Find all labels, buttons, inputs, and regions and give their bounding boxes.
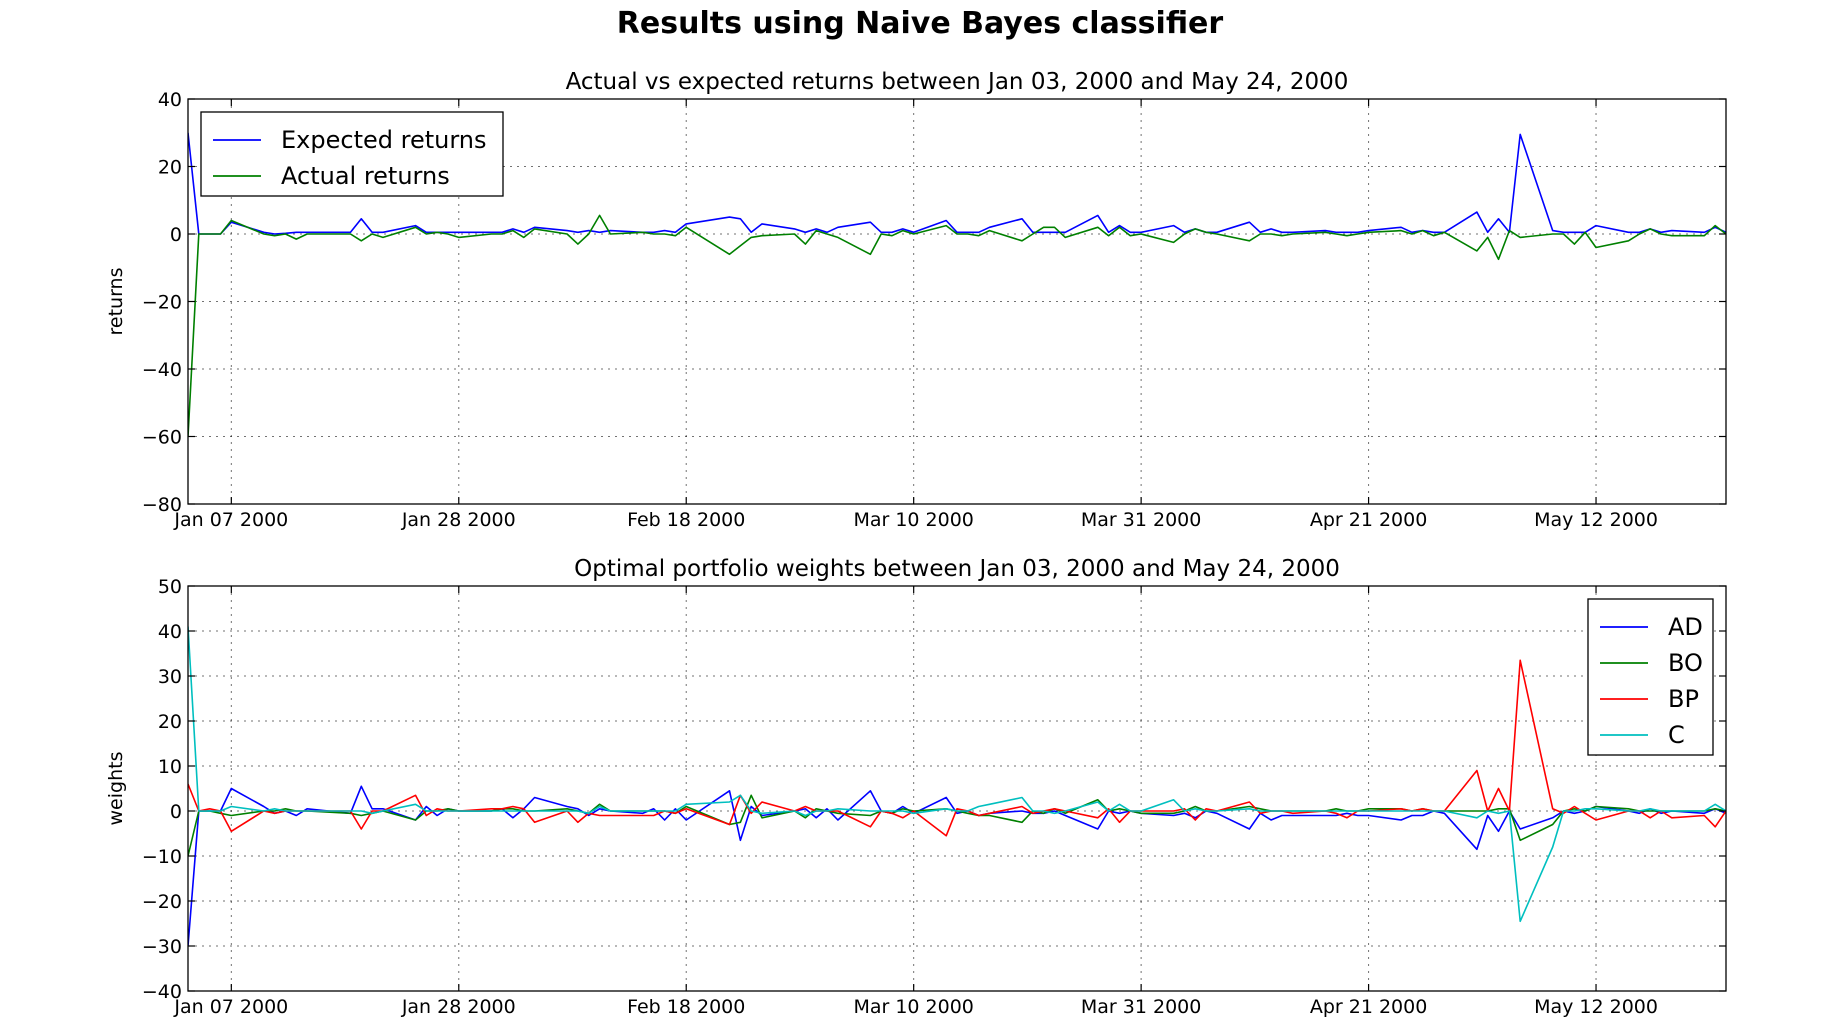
- legend-label: C: [1668, 721, 1685, 749]
- legend-label: BP: [1668, 685, 1699, 713]
- y-tick-label: 10: [158, 756, 182, 778]
- chart-2: Optimal portfolio weights between Jan 03…: [105, 556, 1727, 1018]
- axes-frame: [187, 585, 1727, 992]
- y-tick-label: −40: [142, 981, 182, 1003]
- y-tick-label: −40: [142, 359, 182, 381]
- y-tick-label: −30: [142, 936, 182, 958]
- series-line-c: [188, 626, 1726, 923]
- y-tick-label: 40: [158, 89, 182, 111]
- y-tick-label: −80: [142, 494, 182, 516]
- legend-label: Actual returns: [281, 162, 450, 190]
- legend: Expected returns Actual returns: [200, 111, 504, 197]
- x-tick-label: Mar 10 2000: [853, 509, 973, 531]
- y-axis-label: weights: [105, 752, 127, 826]
- x-tick-label: May 12 2000: [1534, 996, 1658, 1018]
- x-tick-label: Jan 07 2000: [173, 509, 288, 531]
- series-group: [188, 132, 1726, 437]
- x-tick-label: Jan 07 2000: [173, 996, 288, 1018]
- legend: AD BO BP C: [1587, 598, 1714, 756]
- series-group: [188, 626, 1726, 947]
- legend-label: Expected returns: [281, 126, 487, 154]
- x-tick-label: Mar 31 2000: [1081, 996, 1201, 1018]
- legend-box: [200, 111, 504, 197]
- y-axis-label: returns: [105, 268, 127, 336]
- figure-suptitle: Results using Naive Bayes classifier: [617, 6, 1224, 41]
- x-tick-label: Jan 28 2000: [401, 996, 516, 1018]
- x-tick-label: Feb 18 2000: [627, 996, 745, 1018]
- x-tick-label: Mar 31 2000: [1081, 509, 1201, 531]
- chart-title: Actual vs expected returns between Jan 0…: [566, 69, 1349, 95]
- y-tick-label: −10: [142, 846, 182, 868]
- chart-title: Optimal portfolio weights between Jan 03…: [574, 556, 1340, 582]
- y-tick-label: 50: [158, 576, 182, 598]
- x-tick-label: May 12 2000: [1534, 509, 1658, 531]
- x-tick-label: Jan 28 2000: [401, 509, 516, 531]
- y-tick-label: −20: [142, 292, 182, 314]
- chart-1: Actual vs expected returns between Jan 0…: [105, 69, 1727, 531]
- y-tick-label: 20: [158, 157, 182, 179]
- series-line-expected-returns: [188, 132, 1726, 235]
- x-tick-label: Feb 18 2000: [627, 509, 745, 531]
- series-line-actual-returns: [188, 214, 1726, 437]
- legend-box: [1587, 598, 1714, 756]
- legend-label: BO: [1668, 649, 1703, 677]
- y-tick-label: 40: [158, 621, 182, 643]
- y-tick-label: −20: [142, 891, 182, 913]
- x-tick-label: Apr 21 2000: [1310, 996, 1427, 1018]
- y-tick-label: 30: [158, 666, 182, 688]
- y-tick-label: 20: [158, 711, 182, 733]
- legend-label: AD: [1668, 613, 1703, 641]
- x-tick-label: Mar 10 2000: [853, 996, 973, 1018]
- x-tick-label: Apr 21 2000: [1310, 509, 1427, 531]
- y-tick-label: 0: [170, 224, 182, 246]
- y-tick-label: −60: [142, 427, 182, 449]
- y-tick-label: 0: [170, 801, 182, 823]
